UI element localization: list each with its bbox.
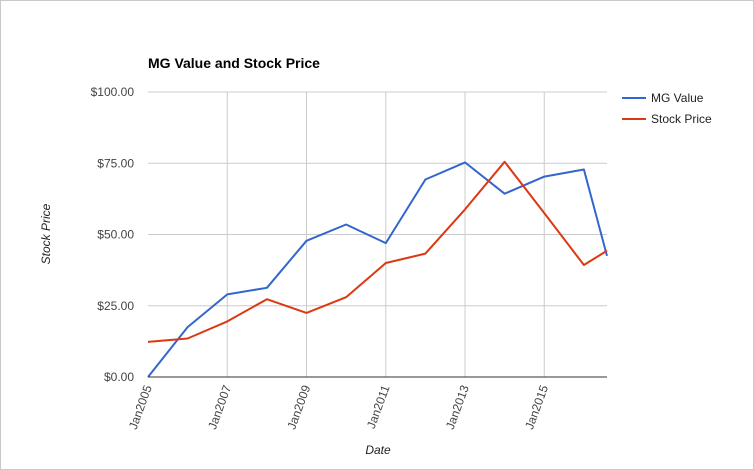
legend: MG Value Stock Price bbox=[622, 91, 712, 126]
x-tick-label: Jan2011 bbox=[364, 383, 393, 431]
y-tick-label: $25.00 bbox=[97, 299, 134, 313]
series-lines bbox=[147, 160, 608, 378]
x-axis-title: Date bbox=[365, 443, 391, 457]
x-tick-label: Jan2009 bbox=[284, 383, 313, 431]
x-axis-ticks: Jan2005 Jan2007 Jan2009 Jan2011 Jan2013 Jan20… bbox=[126, 383, 551, 431]
y-tick-label: $50.00 bbox=[97, 228, 134, 242]
x-tick-label: Jan2007 bbox=[205, 383, 234, 431]
x-tick-label: Jan2013 bbox=[443, 383, 472, 431]
legend-label: Stock Price bbox=[651, 112, 712, 126]
y-tick-label: $0.00 bbox=[104, 370, 134, 384]
chart-title: MG Value and Stock Price bbox=[148, 55, 320, 71]
y-tick-label: $75.00 bbox=[97, 156, 134, 170]
grid bbox=[148, 91, 607, 377]
series-line bbox=[147, 160, 608, 343]
y-tick-label: $100.00 bbox=[91, 85, 135, 99]
x-tick-label: Jan2005 bbox=[126, 383, 155, 431]
y-axis-ticks: $0.00 $25.00 $50.00 $75.00 $100.00 bbox=[91, 85, 135, 384]
y-axis-title: Stock Price bbox=[39, 203, 53, 264]
x-tick-label: Jan2015 bbox=[522, 383, 551, 431]
series-line bbox=[147, 161, 608, 378]
legend-label: MG Value bbox=[651, 91, 704, 105]
